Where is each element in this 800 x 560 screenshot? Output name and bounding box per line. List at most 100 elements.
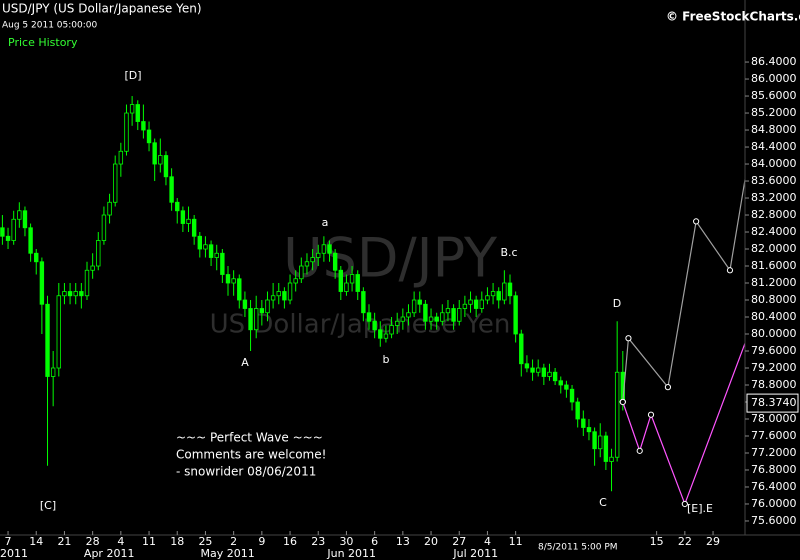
source: © FreeStockCharts.com [666,10,800,24]
candle-body [34,252,39,263]
candle-body [17,210,22,220]
candle-body [434,316,439,322]
candle-body [118,150,124,165]
y-tick-label: 85.6000 [751,89,797,102]
y-tick-label: 84.4000 [751,140,797,153]
y-tick-label: 84.0000 [751,157,797,170]
y-tick-label: 86.4000 [751,55,797,68]
candle-body [564,384,569,390]
x-tick-label: 7 [5,535,12,548]
wave-label: b [383,353,390,366]
projection-point [647,411,655,418]
candle-body [372,320,377,331]
candle-body [417,299,422,305]
x-tick-label: 18 [170,535,184,548]
candle-body [473,299,479,309]
candle-body [282,291,287,301]
candle-body [468,299,473,305]
y-tick-label: 81.2000 [751,276,797,289]
projection-line [622,175,745,403]
candle-body [462,303,468,309]
chart-subtitle: Aug 5 2011 05:00:00 [2,21,97,31]
candle-body [50,367,56,377]
candle-body [592,431,597,450]
note-line: ~~~ Perfect Wave ~~~ [176,431,323,445]
candle-body [152,142,157,165]
y-tick-label: 86.0000 [751,72,797,85]
x-tick-label: 16 [283,535,297,548]
candle-body [220,252,225,275]
candle-body [214,252,219,258]
candle-body [569,388,575,403]
candle-body [581,418,586,428]
chart-title: USD/JPY (US Dollar/Japanese Yen) [2,2,202,16]
y-tick-label: 82.0000 [751,242,797,255]
x-tick-label: 20 [424,535,438,548]
x-tick-label: 22 [678,535,692,548]
candle-body [276,291,281,297]
candle-body [45,303,50,377]
y-tick-label: 76.4000 [751,480,797,493]
candle-body [394,320,400,326]
y-tick-label: 82.8000 [751,208,797,221]
price-tag [746,393,799,413]
candle-body [203,244,208,250]
candle-body [513,295,518,335]
candle-body [39,261,45,305]
candle-body [270,295,276,301]
candle-body [259,308,265,314]
y-tick-label: 75.6000 [751,514,797,527]
candle-body [338,269,343,292]
candle-body [186,218,191,224]
candle-body [158,155,163,165]
candle-body [225,274,231,284]
candle-body [248,308,253,331]
candle-body [208,244,214,258]
x-tick-label: 4 [117,535,124,548]
candle-body [411,299,417,314]
x-tick-label: 11 [142,535,156,548]
y-tick-label: 85.2000 [751,106,797,119]
panel-label: Price History [8,36,78,49]
wave-label: A [241,356,249,369]
projection-point [726,267,734,274]
candle-body [609,456,614,462]
candle-body [451,308,456,322]
candle-body [237,278,242,301]
y-tick-label: 77.2000 [751,446,797,459]
candle-body [344,282,349,292]
y-tick-label: 83.6000 [751,174,797,187]
y-tick-label: 81.6000 [751,259,797,272]
y-tick-label: 80.4000 [751,310,797,323]
month-label: Jul 2011 [452,547,498,560]
y-tick-label: 76.0000 [751,497,797,510]
y-tick-label: 84.8000 [751,123,797,136]
candle-body [428,316,434,322]
candle-body [11,218,16,241]
x-tick-label: 28 [86,535,100,548]
x-tick-label: 2 [230,535,237,548]
candle-body [575,401,580,420]
plot-area [0,96,745,508]
candle-body [485,295,490,301]
wave-label: B.c [500,246,517,259]
x-tick-label: 9 [258,535,265,548]
x-tick-label: 25 [198,535,212,548]
candle-body [400,316,406,322]
candle-body [84,269,90,297]
x-tick-label: 15 [650,535,664,548]
x-tick-label: 30 [339,535,353,548]
candle-body [524,363,530,369]
candle-body [316,252,321,258]
candle-body [479,299,484,309]
x-tick-label: 4 [484,535,491,548]
x-tick-label: 11 [509,535,523,548]
y-tick-label: 78.8000 [751,378,797,391]
candle-body [457,308,462,322]
candle-body [124,112,129,152]
candle-body [541,367,547,377]
candle-body [0,227,5,237]
candle-body [310,257,315,263]
projection-point [636,447,643,454]
